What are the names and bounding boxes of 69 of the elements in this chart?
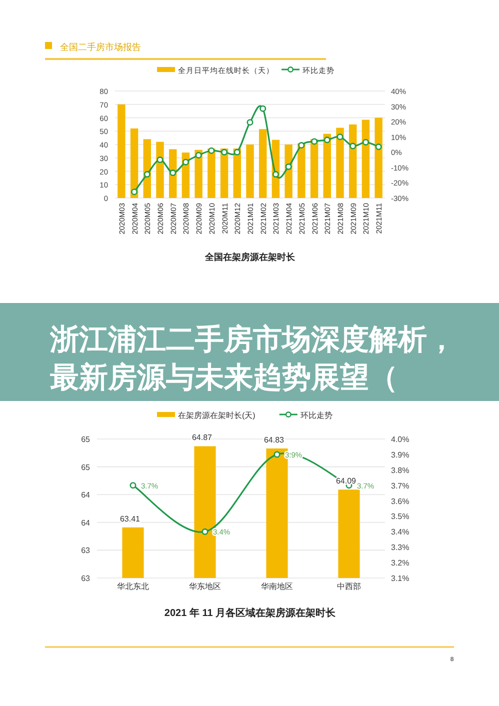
y2-tick-label: 3.1% bbox=[391, 574, 410, 583]
x-tick-label: 华东地区 bbox=[189, 582, 221, 591]
y2-tick-label: 3.7% bbox=[391, 481, 410, 490]
point bbox=[131, 188, 138, 196]
point bbox=[298, 142, 305, 149]
text: 全国在架房源在架时长 bbox=[204, 252, 296, 262]
point bbox=[182, 158, 189, 166]
bar bbox=[323, 134, 331, 198]
bar bbox=[220, 148, 228, 198]
point bbox=[208, 147, 215, 154]
legend-label: 环比走势 bbox=[300, 411, 332, 420]
x-tick-label: 华北东北 bbox=[117, 582, 149, 591]
point bbox=[362, 138, 369, 146]
point bbox=[260, 105, 266, 112]
bar bbox=[143, 139, 151, 198]
y-tick-label: 64 bbox=[81, 518, 91, 528]
chart-title: 全国二手房市场报告 bbox=[60, 42, 141, 52]
point bbox=[130, 482, 136, 489]
point bbox=[156, 156, 164, 164]
y2-tick-label: 3.4% bbox=[391, 528, 410, 537]
y-tick-label: 63 bbox=[81, 546, 91, 556]
text: 2021 年 11 月各区域在架房源在架时长 bbox=[164, 607, 337, 619]
x-tick-label: 中西部 bbox=[337, 582, 361, 591]
point bbox=[144, 171, 150, 178]
y2-tick-label: 3.9% bbox=[391, 450, 410, 460]
bar bbox=[310, 139, 318, 198]
point bbox=[202, 528, 208, 535]
point bbox=[324, 136, 330, 144]
y2-tick-label: 3.2% bbox=[391, 558, 410, 568]
bar bbox=[208, 148, 216, 198]
x-tick-label: 华南地区 bbox=[261, 582, 293, 591]
y-tick-label: 64 bbox=[81, 490, 91, 500]
point bbox=[195, 152, 202, 158]
y-tick-label: 65 bbox=[81, 462, 91, 472]
bar bbox=[233, 148, 241, 198]
bar bbox=[194, 150, 202, 198]
y2-tick-label: 4.0% bbox=[391, 435, 410, 444]
point bbox=[375, 144, 382, 150]
point bbox=[246, 119, 254, 126]
bar bbox=[336, 128, 344, 198]
point bbox=[221, 148, 228, 156]
bar bbox=[130, 128, 138, 198]
point bbox=[350, 142, 356, 150]
data-label: 63.41 bbox=[120, 514, 141, 524]
text: 浙江浦江二手房市场深度解析，最新房源与未来趋势展望（ bbox=[50, 322, 457, 396]
bar bbox=[156, 142, 164, 198]
bar bbox=[118, 104, 126, 198]
data-label: 64.87 bbox=[192, 433, 213, 442]
y2-tick-label: 3.8% bbox=[391, 466, 410, 475]
bar bbox=[246, 144, 254, 198]
point bbox=[170, 170, 176, 176]
bar bbox=[259, 129, 267, 198]
y-tick-label: 63 bbox=[81, 574, 91, 583]
data-label: 64.83 bbox=[264, 435, 285, 444]
point bbox=[336, 134, 344, 140]
y2-tick-label: 3.3% bbox=[391, 543, 410, 552]
y2-tick-label: 3.6% bbox=[391, 496, 410, 506]
point bbox=[274, 451, 280, 458]
point bbox=[285, 163, 292, 170]
y-tick-label: 65 bbox=[81, 435, 91, 444]
bar bbox=[374, 118, 382, 198]
point bbox=[272, 171, 279, 178]
y2-tick-label: 3.5% bbox=[391, 512, 410, 522]
point bbox=[234, 148, 240, 156]
legend-label: 在架房源在架时长(天) bbox=[178, 411, 256, 420]
point bbox=[311, 138, 318, 145]
bar bbox=[298, 143, 306, 198]
bar bbox=[349, 124, 357, 198]
bar bbox=[362, 120, 370, 198]
